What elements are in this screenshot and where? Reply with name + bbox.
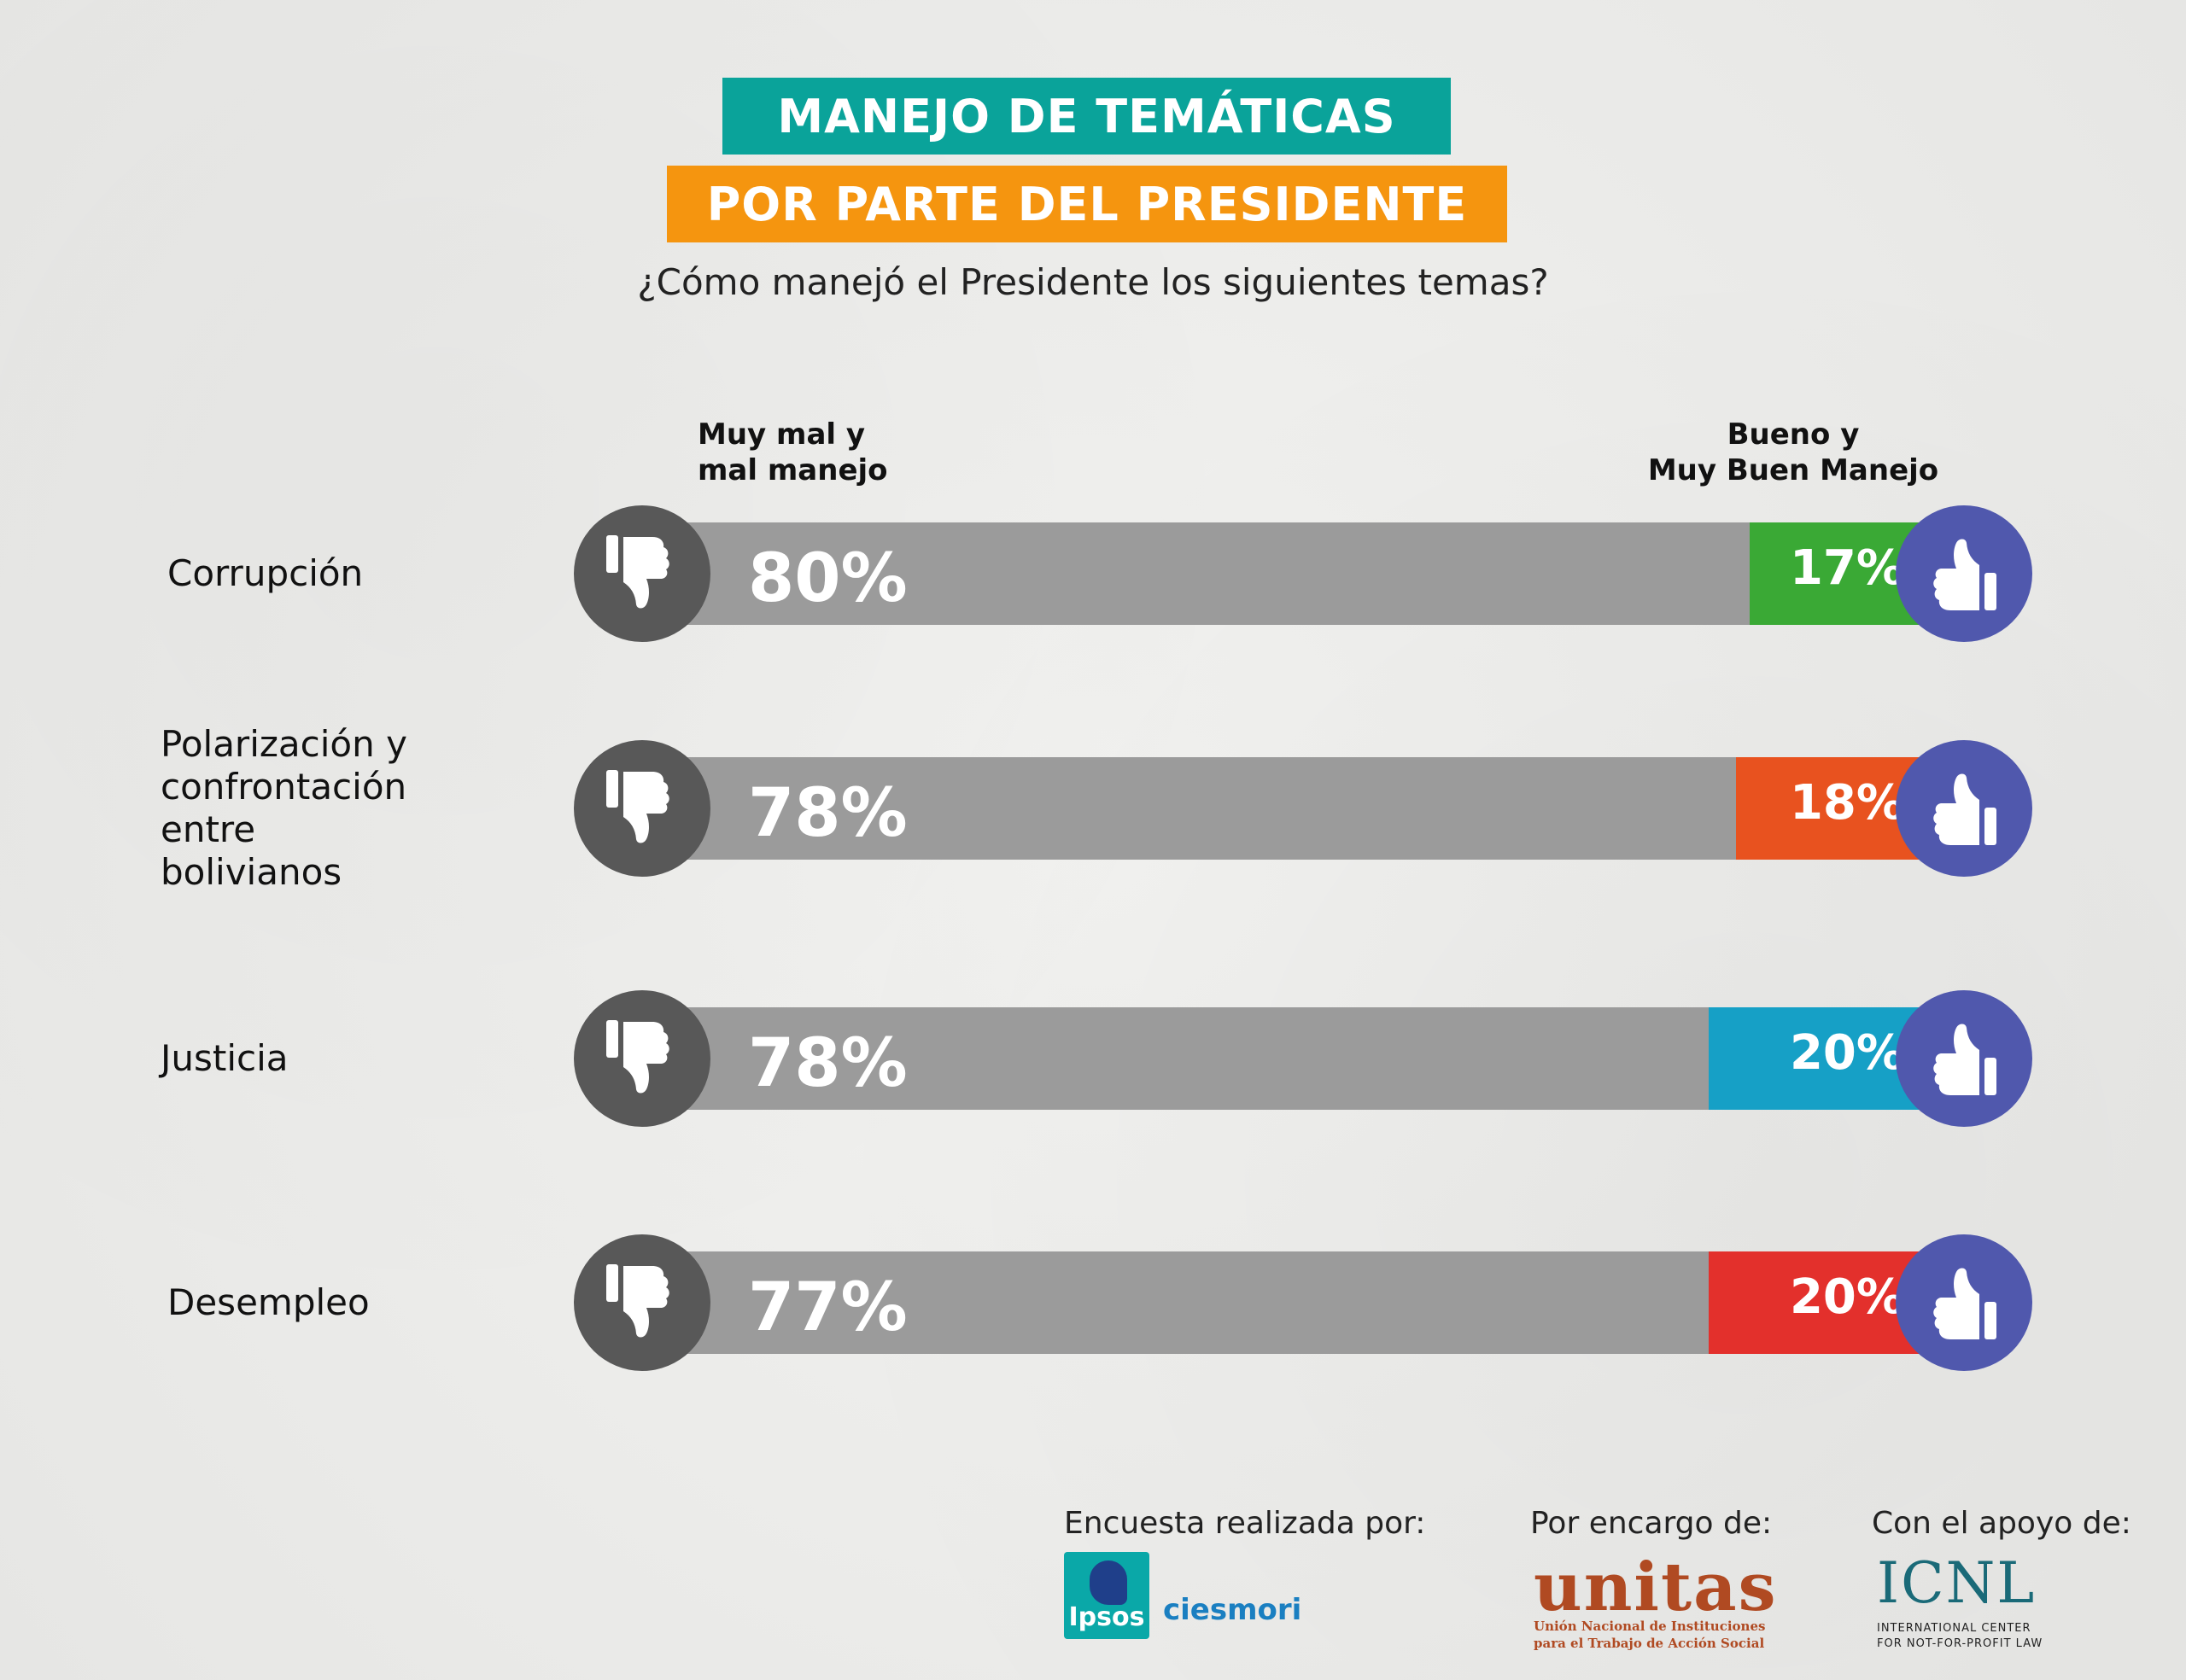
category-label-line: confrontación	[161, 766, 407, 808]
credit-commissioned: Por encargo de:	[1530, 1506, 1773, 1541]
unitas-tagline-2: para el Trabajo de Acción Social	[1534, 1636, 1765, 1651]
legend-bad-line1: Muy mal y	[698, 417, 866, 452]
value-label-bad: 78%	[748, 1025, 908, 1102]
value-label-bad: 78%	[748, 775, 908, 852]
credit-survey: Encuesta realizada por:	[1064, 1506, 1426, 1541]
ciesmori-logo: ciesmori	[1163, 1593, 1302, 1627]
legend-bad-line2: mal manejo	[698, 453, 888, 487]
title-banner-1: MANEJO DE TEMÁTICAS	[722, 78, 1451, 155]
category-label-line: Polarización y	[161, 723, 407, 765]
value-label-good: 17%	[1789, 540, 1904, 596]
value-label-bad: 80%	[748, 540, 908, 617]
category-label-line: Corrupción	[167, 552, 364, 594]
category-label-line: Justicia	[161, 1037, 289, 1079]
legend-good: Bueno y Muy Buen Manejo	[1605, 417, 1981, 488]
thumbs-down-icon	[574, 990, 710, 1127]
thumbs-down-icon	[574, 740, 710, 877]
category-label-line: Desempleo	[167, 1281, 370, 1323]
category-label-line: bolivianos	[161, 851, 342, 893]
icnl-logo: ICNL	[1877, 1550, 2037, 1616]
unitas-tagline-1: Unión Nacional de Instituciones	[1534, 1619, 1766, 1634]
category-label: Polarización y confrontación entre bolivian…	[161, 723, 407, 894]
category-label-line: entre	[161, 808, 256, 850]
icnl-tagline-2: FOR NOT-FOR-PROFIT LAW	[1877, 1637, 2043, 1650]
thumbs-down-icon	[574, 505, 710, 642]
ipsos-logo-mark	[1090, 1560, 1127, 1605]
category-label: Justicia	[161, 1037, 289, 1080]
legend-bad: Muy mal y mal manejo	[698, 417, 1039, 488]
icnl-tagline-1: INTERNATIONAL CENTER	[1877, 1622, 2031, 1635]
thumbs-down-icon	[574, 1234, 710, 1371]
thumbs-up-icon	[1896, 740, 2032, 877]
credit-support: Con el apoyo de:	[1872, 1506, 2131, 1541]
chart-question: ¿Cómo manejó el Presidente los siguiente…	[637, 261, 1549, 303]
title-banner-2: POR PARTE DEL PRESIDENTE	[667, 166, 1507, 242]
legend-good-line2: Muy Buen Manejo	[1647, 453, 1939, 487]
category-label: Corrupción	[167, 552, 363, 595]
legend-good-line1: Bueno y	[1727, 417, 1860, 452]
value-label-good: 20%	[1789, 1269, 1904, 1325]
thumbs-up-icon	[1896, 1234, 2032, 1371]
value-label-bad: 77%	[748, 1269, 908, 1346]
thumbs-up-icon	[1896, 505, 2032, 642]
value-label-good: 20%	[1789, 1025, 1904, 1081]
value-label-good: 18%	[1789, 775, 1904, 831]
category-label: Desempleo	[167, 1281, 370, 1324]
unitas-logo: unitas	[1534, 1549, 1778, 1626]
thumbs-up-icon	[1896, 990, 2032, 1127]
